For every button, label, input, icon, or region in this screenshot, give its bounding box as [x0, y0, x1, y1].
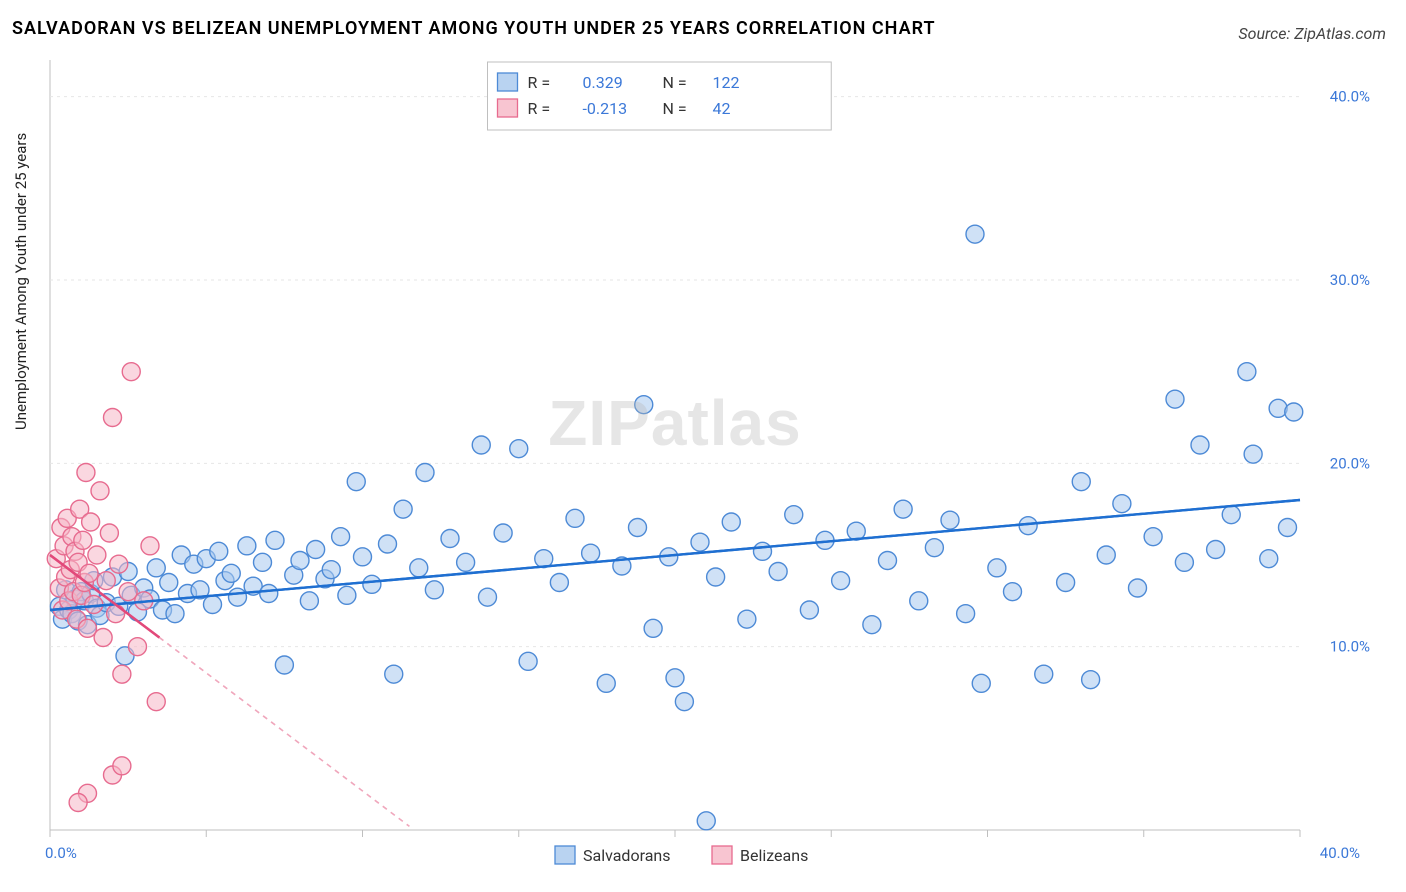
svg-text:20.0%: 20.0%	[1330, 454, 1370, 472]
svg-text:10.0%: 10.0%	[1330, 638, 1370, 656]
svg-text:42: 42	[713, 99, 731, 118]
scatter-chart: 10.0% 20.0% 30.0% 40.0% 0.0% 40.0% ZIPatlas R =…	[0, 0, 1406, 892]
svg-text:N =: N =	[663, 73, 687, 92]
svg-text:122: 122	[713, 73, 740, 92]
svg-text:-0.213: -0.213	[583, 99, 628, 118]
svg-text:Salvadorans: Salvadorans	[583, 846, 670, 865]
svg-text:R =: R =	[528, 99, 551, 118]
svg-text:40.0%: 40.0%	[1330, 88, 1370, 106]
svg-text:30.0%: 30.0%	[1330, 271, 1370, 289]
svg-text:N =: N =	[663, 99, 687, 118]
svg-text:ZIPatlas: ZIPatlas	[548, 387, 801, 459]
svg-text:0.329: 0.329	[583, 73, 623, 92]
svg-text:40.0%: 40.0%	[1320, 844, 1360, 862]
svg-text:R =: R =	[528, 73, 551, 92]
svg-text:0.0%: 0.0%	[45, 844, 77, 862]
svg-text:Belizeans: Belizeans	[740, 846, 808, 865]
